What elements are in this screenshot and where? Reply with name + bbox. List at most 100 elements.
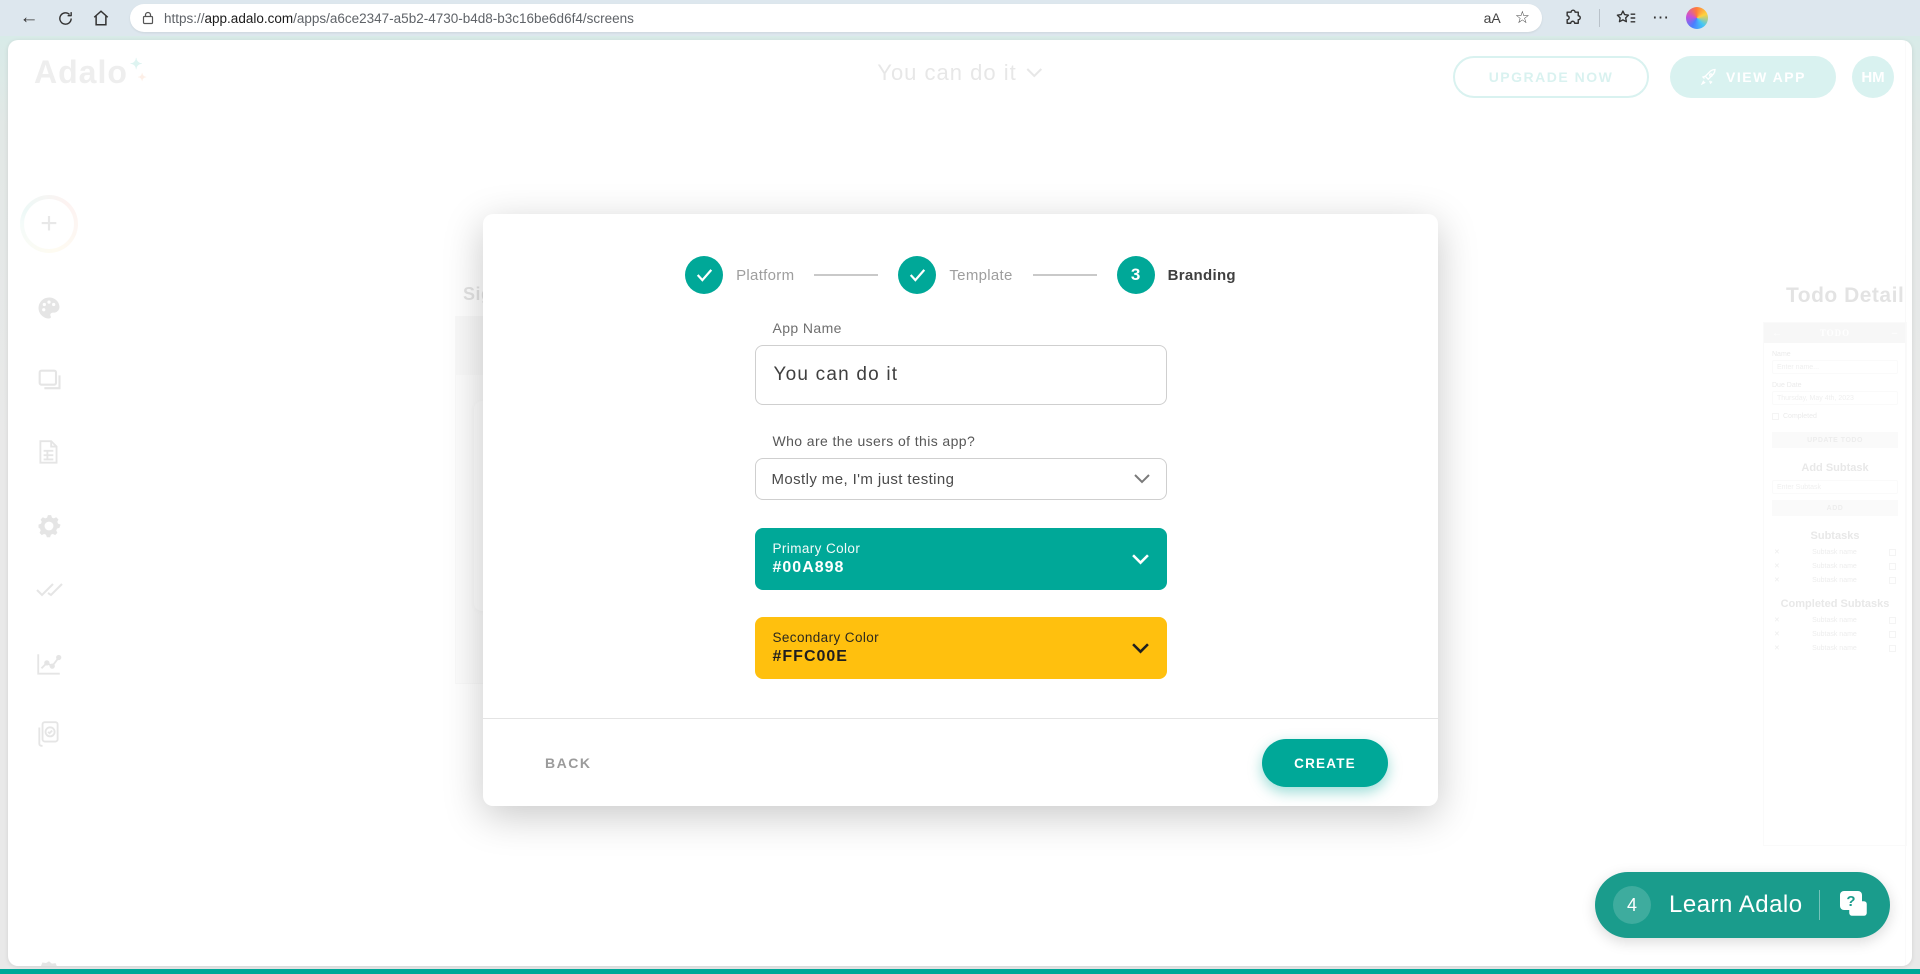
palette-icon <box>38 297 60 319</box>
phone-update-button: UPDATE TODO <box>1772 432 1898 448</box>
phone-header-title: TODO <box>1819 328 1851 338</box>
extensions-icon[interactable] <box>1564 8 1583 28</box>
subtask-row: ✕ Subtask name <box>1774 644 1896 652</box>
translate-icon[interactable]: aA <box>1483 10 1501 26</box>
database-icon <box>39 440 58 464</box>
adalo-logo: Adalo ✦✦ <box>34 54 148 90</box>
step-platform-label: Platform <box>736 266 795 284</box>
address-bar[interactable]: https://app.adalo.com/apps/a6ce2347-a5b2… <box>130 4 1542 32</box>
sidebar-item-branding[interactable] <box>35 294 63 322</box>
subtask-row: ✕ Subtask name <box>1774 562 1896 570</box>
chevron-down-icon <box>1131 553 1149 564</box>
learn-count-badge: 4 <box>1613 886 1651 924</box>
users-select-value: Mostly me, I'm just testing <box>771 470 955 488</box>
app-title-dropdown[interactable]: You can do it <box>877 60 1043 86</box>
step-check-icon <box>685 256 724 294</box>
step-platform: Platform <box>685 256 794 294</box>
more-menu-icon[interactable]: ⋯ <box>1652 8 1670 27</box>
favorite-star-icon[interactable]: ☆ <box>1514 8 1530 27</box>
branding-form: App Name Who are the users of this app? … <box>754 320 1167 679</box>
sidebar-item-versions[interactable] <box>36 720 62 748</box>
phone-back-icon: ← <box>1772 327 1783 339</box>
todo-detail-mockup[interactable]: ← TODO – Name Enter name... Due Date Thurs… <box>1764 323 1906 845</box>
phone-due-input: Thursday, May 4th, 2023 <box>1772 391 1898 405</box>
learn-adalo-widget[interactable]: 4 Learn Adalo ? <box>1595 872 1890 938</box>
phone-completed-checkbox <box>1772 413 1779 420</box>
subtask-row: ✕ Subtask name <box>1774 616 1896 624</box>
stepper: Platform Template 3 Branding <box>483 256 1438 294</box>
primary-color-button[interactable]: Primary Color #00A898 <box>754 528 1167 590</box>
refresh-icon[interactable] <box>50 4 80 32</box>
home-icon[interactable] <box>86 4 116 32</box>
users-select[interactable]: Mostly me, I'm just testing <box>754 458 1167 500</box>
secondary-color-label: Secondary Color <box>772 630 880 645</box>
favorites-list-icon[interactable] <box>1616 9 1636 27</box>
modal-footer: BACK CREATE <box>483 718 1438 806</box>
logo-sparkle-teal-icon: ✦ <box>129 56 144 73</box>
step-number-badge: 3 <box>1116 256 1155 294</box>
phone-subtasks-title: Subtasks <box>1810 530 1860 542</box>
sidebar-item-screens[interactable] <box>35 366 63 394</box>
step-connector <box>1032 274 1097 276</box>
phone-completed-label: Completed <box>1783 413 1817 420</box>
right-panel-title: Todo Detail <box>1786 284 1905 307</box>
help-chat-icon[interactable]: ? <box>1836 888 1872 922</box>
svg-text:?: ? <box>1846 893 1855 910</box>
chevron-down-icon <box>1131 642 1149 653</box>
primary-color-label: Primary Color <box>772 541 861 556</box>
double-check-icon <box>36 583 63 597</box>
avatar[interactable]: HM <box>1852 56 1894 98</box>
gear-icon <box>38 515 61 538</box>
phone-subtask-input: Enter Subtask <box>1772 480 1898 494</box>
back-button[interactable]: BACK <box>545 754 592 771</box>
secondary-color-value: #FFC00E <box>772 648 848 665</box>
upgrade-now-button[interactable]: UPGRADE NOW <box>1453 56 1649 98</box>
users-question-label: Who are the users of this app? <box>772 433 976 449</box>
step-check-icon <box>898 256 937 294</box>
editor-sidebar: + <box>8 106 90 966</box>
line-chart-icon <box>37 654 62 675</box>
phone-name-label: Name <box>1772 351 1791 358</box>
view-app-button[interactable]: VIEW APP <box>1670 56 1836 98</box>
create-app-modal: Platform Template 3 Branding App Name Wh… <box>483 214 1438 806</box>
plus-ring-icon: + <box>20 195 78 253</box>
app-name-input[interactable] <box>754 345 1167 405</box>
create-button[interactable]: CREATE <box>1262 739 1388 787</box>
phone-due-label: Due Date <box>1772 382 1802 389</box>
bottom-accent-bar <box>0 969 1920 974</box>
copilot-icon[interactable] <box>1686 7 1708 29</box>
learn-adalo-label: Learn Adalo <box>1669 891 1803 918</box>
sidebar-item-settings[interactable] <box>35 512 63 540</box>
screens-icon <box>38 369 61 390</box>
primary-color-value: #00A898 <box>772 559 845 576</box>
phone-add-button: ADD <box>1772 500 1898 516</box>
url-text: https://app.adalo.com/apps/a6ce2347-a5b2… <box>164 10 634 26</box>
step-branding-label: Branding <box>1167 266 1236 284</box>
sidebar-item-actions[interactable] <box>34 578 64 600</box>
sidebar-item-database[interactable] <box>36 439 62 467</box>
published-version-icon <box>38 721 59 747</box>
app-name-label: App Name <box>772 320 842 336</box>
back-icon[interactable]: ← <box>14 4 44 32</box>
app-title: You can do it <box>877 60 1017 85</box>
learn-divider <box>1819 890 1820 920</box>
add-component-button[interactable]: + <box>20 195 78 253</box>
subtask-row: ✕ Subtask name <box>1774 630 1896 638</box>
sidebar-item-analytics[interactable] <box>35 651 63 677</box>
toolbar-divider <box>1599 9 1600 27</box>
phone-name-input: Enter name... <box>1772 360 1898 374</box>
lock-icon <box>142 11 154 25</box>
phone-add-subtask-title: Add Subtask <box>1801 462 1869 474</box>
secondary-color-button[interactable]: Secondary Color #FFC00E <box>754 617 1167 679</box>
phone-minus-icon: – <box>1892 327 1898 339</box>
browser-toolbar: ⋯ <box>1564 7 1708 29</box>
badge-check-icon <box>41 961 57 966</box>
rocket-icon <box>1700 68 1716 86</box>
subtask-row: ✕ Subtask name <box>1774 548 1896 556</box>
phone-completed-subtasks-title: Completed Subtasks <box>1780 598 1890 610</box>
editor-topbar: Adalo ✦✦ You can do it UPGRADE NOW VIEW A… <box>8 40 1912 106</box>
chevron-down-icon <box>1026 68 1043 78</box>
canvas-right-divider <box>1905 40 1906 966</box>
subtask-row: ✕ Subtask name <box>1774 576 1896 584</box>
step-template-label: Template <box>949 266 1013 284</box>
